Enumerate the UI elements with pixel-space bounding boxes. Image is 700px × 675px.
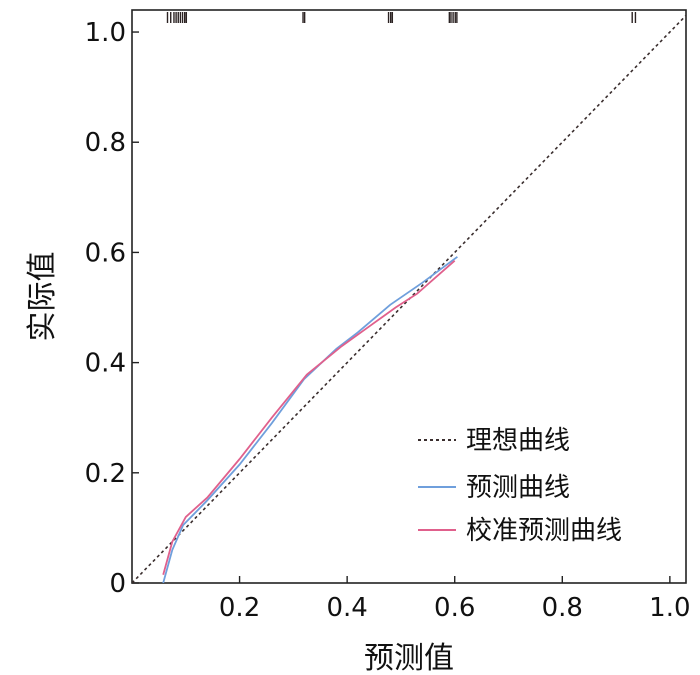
legend-label-calibrated: 校准预测曲线 <box>466 516 622 546</box>
x-tick-label: 0.6 <box>434 593 475 623</box>
x-tick-label: 0.2 <box>219 593 260 623</box>
x-tick-label: 0.4 <box>326 593 367 623</box>
y-tick-label: 0.8 <box>85 128 126 158</box>
y-tick-label: 0.6 <box>85 238 126 268</box>
y-tick-label: 0 <box>109 569 126 599</box>
x-tick-label: 0.8 <box>542 593 583 623</box>
plot-area: 0.2 0.4 0.6 0.8 1.0 0 0.2 0.4 0.6 0.8 1.0 <box>85 9 691 623</box>
legend: 理想曲线 预测曲线 校准预测曲线 <box>418 426 622 546</box>
series-group <box>132 14 686 583</box>
predicted-curve-line <box>162 256 458 583</box>
y-tick-label: 0.2 <box>85 459 126 489</box>
legend-label-ideal: 理想曲线 <box>466 426 570 456</box>
x-tick-label: 1.0 <box>649 593 690 623</box>
calibrated-curve-line <box>162 260 456 575</box>
y-tick-label: 0.4 <box>85 349 126 379</box>
x-axis-title: 预测值 <box>364 641 454 675</box>
y-axis-title: 实际值 <box>25 252 60 342</box>
y-tick-label: 1.0 <box>85 18 126 48</box>
plot-frame <box>131 9 687 584</box>
legend-label-predicted: 预测曲线 <box>466 473 570 503</box>
